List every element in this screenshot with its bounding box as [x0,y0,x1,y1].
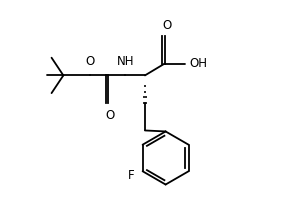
Text: OH: OH [189,57,207,70]
Text: F: F [128,169,135,182]
Text: NH: NH [116,54,134,68]
Text: O: O [105,109,114,122]
Text: O: O [162,19,171,32]
Text: O: O [85,54,95,68]
